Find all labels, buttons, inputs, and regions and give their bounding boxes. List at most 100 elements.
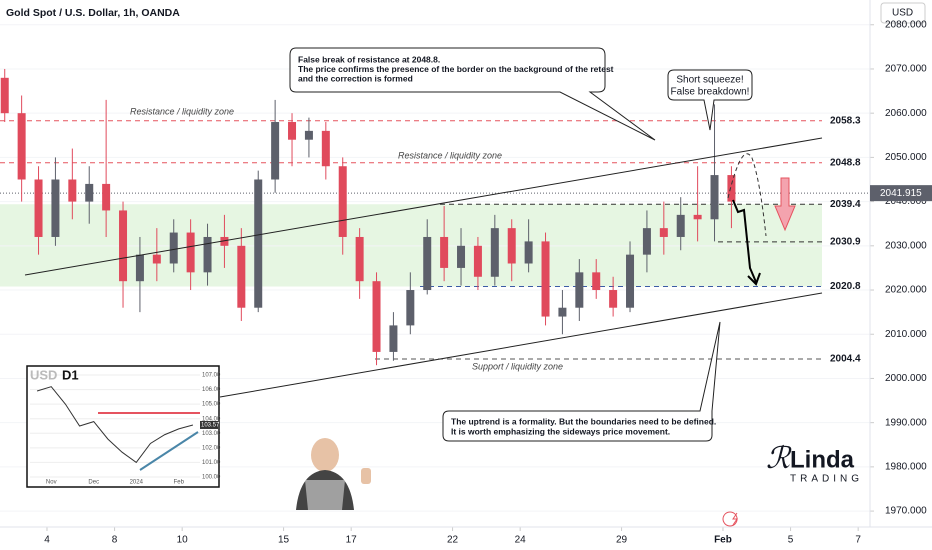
y-tick-label: 2050.000 bbox=[885, 152, 927, 163]
candle-body bbox=[254, 179, 263, 308]
logo-mark: ℛ bbox=[766, 441, 792, 476]
candle-body bbox=[220, 236, 229, 246]
candle-body bbox=[0, 77, 9, 114]
candle-body bbox=[152, 254, 161, 264]
y-tick-label: 2030.000 bbox=[885, 240, 927, 251]
channel-lower bbox=[219, 292, 823, 398]
callout-bottom-box bbox=[442, 321, 721, 442]
projection-arrow bbox=[732, 199, 757, 283]
inset-trend bbox=[139, 431, 199, 471]
down-arrow bbox=[774, 177, 796, 232]
last-price-label: 2041.915 bbox=[880, 188, 922, 199]
candle-body bbox=[659, 228, 668, 237]
inset-y-tick-label: 106.00 bbox=[202, 387, 221, 393]
candle-body bbox=[338, 166, 347, 237]
logo-name: Linda bbox=[790, 446, 855, 473]
currency-button[interactable] bbox=[880, 2, 926, 24]
candle-body bbox=[676, 214, 685, 237]
candle-body bbox=[304, 130, 313, 140]
inset-line bbox=[36, 386, 194, 464]
inset-y-tick-label: 107.00 bbox=[202, 373, 221, 379]
level-label: 2020.8 bbox=[830, 281, 861, 292]
candle-body bbox=[34, 179, 43, 237]
y-tick-label: 2060.000 bbox=[885, 108, 927, 119]
inset-y-tick-label: 103.00 bbox=[202, 431, 221, 437]
candle-body bbox=[85, 183, 94, 202]
callout-top-line: and the correction is formed bbox=[298, 73, 413, 83]
x-tick-label: 7 bbox=[855, 535, 861, 546]
inset-currency: USD bbox=[30, 367, 57, 382]
callout-top-line: The price confirms the presence of the b… bbox=[298, 64, 614, 74]
x-tick-label: 17 bbox=[346, 535, 358, 546]
callout-squeeze-line: False breakdown! bbox=[671, 87, 750, 98]
candle-body bbox=[490, 228, 499, 277]
zone-label: Resistance / liquidity zone bbox=[130, 106, 234, 116]
candle-body bbox=[186, 232, 195, 273]
inset-x-tick-label: Feb bbox=[174, 480, 185, 486]
y-tick-label: 2070.000 bbox=[885, 64, 927, 75]
candle-body bbox=[626, 254, 635, 308]
candle-body bbox=[169, 232, 178, 264]
currency: USD bbox=[892, 8, 913, 19]
y-tick-label: 1980.000 bbox=[885, 462, 927, 473]
candle-body bbox=[575, 272, 584, 308]
inset-frame bbox=[26, 365, 220, 488]
y-tick-label: 1970.000 bbox=[885, 506, 927, 517]
zone-label: Resistance / liquidity zone bbox=[398, 150, 502, 160]
inset-last-box bbox=[200, 420, 218, 429]
candle-body bbox=[423, 236, 432, 291]
y-tick-label: 2010.000 bbox=[885, 329, 927, 340]
candle-body bbox=[440, 236, 449, 268]
x-tick-label: 8 bbox=[112, 535, 118, 546]
inset-last-label: 103.57 bbox=[201, 423, 220, 429]
candle-body bbox=[592, 272, 601, 291]
candle-body bbox=[51, 179, 60, 237]
candle-body bbox=[372, 281, 381, 352]
figure bbox=[296, 438, 371, 510]
level-label: 2058.3 bbox=[830, 115, 861, 126]
candle-body bbox=[541, 241, 550, 317]
y-tick-label: 2000.000 bbox=[885, 373, 927, 384]
inset-x-tick-label: Dec bbox=[88, 480, 99, 486]
candle-body bbox=[727, 175, 736, 202]
candle-body bbox=[102, 183, 111, 211]
candle-body bbox=[389, 325, 398, 352]
callout-top-box bbox=[289, 47, 656, 141]
candle-body bbox=[406, 290, 415, 326]
y-tick-label: 2040.000 bbox=[885, 196, 927, 207]
inset-y-tick-label: 101.00 bbox=[202, 460, 221, 466]
inset-y-tick-label: 102.00 bbox=[202, 445, 221, 451]
x-tick-label: 22 bbox=[447, 535, 459, 546]
channel-upper bbox=[24, 137, 823, 276]
candle-body bbox=[642, 228, 651, 255]
level-label: 2039.4 bbox=[830, 199, 861, 210]
inset-timeframe: D1 bbox=[62, 367, 79, 382]
callout-squeeze-box bbox=[667, 69, 753, 131]
x-tick-label: 29 bbox=[616, 535, 628, 546]
candle-body bbox=[473, 245, 482, 277]
inset-x-tick-label: 2024 bbox=[130, 480, 144, 486]
x-tick-label: 4 bbox=[44, 535, 50, 546]
alt-projection bbox=[727, 153, 767, 237]
candle-body bbox=[237, 245, 246, 308]
x-tick-label: 15 bbox=[278, 535, 290, 546]
level-label: 2048.8 bbox=[830, 157, 861, 168]
candle-body bbox=[288, 122, 297, 140]
event-icon-bolt bbox=[732, 512, 738, 526]
y-tick-label: 2080.000 bbox=[885, 19, 927, 30]
candle-body bbox=[710, 175, 719, 220]
y-tick-label: 2020.000 bbox=[885, 285, 927, 296]
candle-body bbox=[135, 254, 144, 282]
candle-body bbox=[271, 122, 280, 180]
chart-title: Gold Spot / U.S. Dollar, 1h, OANDA bbox=[6, 7, 180, 19]
last-price-box bbox=[870, 185, 932, 202]
zone-label: Support / liquidity zone bbox=[472, 361, 563, 371]
inset-y-tick-label: 105.00 bbox=[202, 402, 221, 408]
arrow-head bbox=[747, 272, 761, 286]
callout-top-line: False break of resistance at 2048.8. bbox=[298, 54, 440, 64]
y-tick-label: 1990.000 bbox=[885, 417, 927, 428]
candle-body bbox=[609, 290, 618, 308]
x-tick-label: 10 bbox=[177, 535, 189, 546]
candle-body bbox=[524, 241, 533, 264]
